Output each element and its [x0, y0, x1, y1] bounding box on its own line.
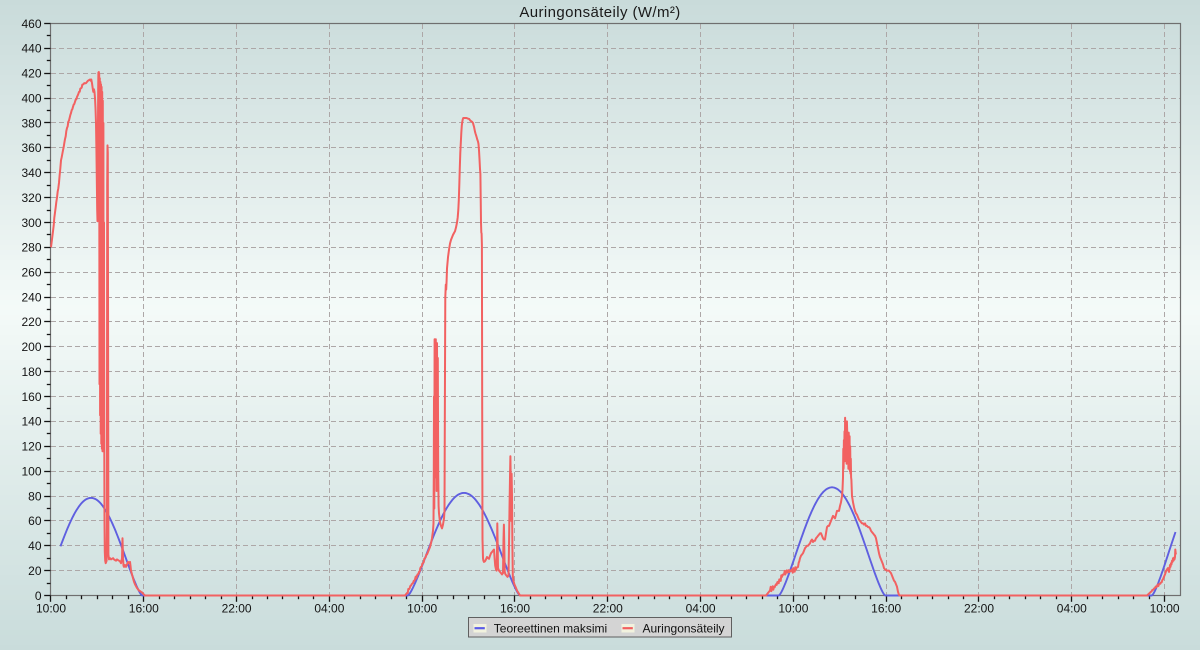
- svg-text:10:00: 10:00: [778, 601, 808, 615]
- svg-text:440: 440: [21, 42, 41, 56]
- svg-text:120: 120: [21, 440, 41, 454]
- svg-text:320: 320: [21, 191, 41, 205]
- svg-text:340: 340: [21, 166, 41, 180]
- svg-text:10:00: 10:00: [407, 601, 437, 615]
- svg-text:10:00: 10:00: [1150, 601, 1180, 615]
- svg-text:200: 200: [21, 340, 41, 354]
- svg-text:160: 160: [21, 390, 41, 404]
- svg-text:60: 60: [28, 514, 42, 528]
- svg-text:460: 460: [21, 17, 41, 31]
- svg-text:360: 360: [21, 141, 41, 155]
- svg-text:22:00: 22:00: [964, 601, 994, 615]
- svg-text:380: 380: [21, 116, 41, 130]
- svg-text:22:00: 22:00: [222, 601, 252, 615]
- svg-text:Auringonsäteily (W/m²): Auringonsäteily (W/m²): [519, 4, 680, 21]
- svg-text:16:00: 16:00: [129, 601, 159, 615]
- svg-text:04:00: 04:00: [314, 601, 344, 615]
- svg-text:04:00: 04:00: [686, 601, 716, 615]
- svg-text:10:00: 10:00: [36, 601, 66, 615]
- svg-text:300: 300: [21, 216, 41, 230]
- svg-text:260: 260: [21, 266, 41, 280]
- svg-text:40: 40: [28, 539, 42, 553]
- svg-text:240: 240: [21, 290, 41, 304]
- svg-text:22:00: 22:00: [593, 601, 623, 615]
- svg-text:140: 140: [21, 415, 41, 429]
- svg-text:Auringonsäteily: Auringonsäteily: [643, 622, 725, 636]
- svg-text:04:00: 04:00: [1057, 601, 1087, 615]
- svg-text:100: 100: [21, 465, 41, 479]
- svg-text:Teoreettinen maksimi: Teoreettinen maksimi: [494, 622, 607, 636]
- svg-text:280: 280: [21, 241, 41, 255]
- svg-text:220: 220: [21, 315, 41, 329]
- svg-text:16:00: 16:00: [871, 601, 901, 615]
- svg-text:420: 420: [21, 67, 41, 81]
- svg-text:80: 80: [28, 489, 42, 503]
- svg-text:0: 0: [35, 589, 42, 603]
- svg-text:16:00: 16:00: [500, 601, 530, 615]
- svg-text:400: 400: [21, 91, 41, 105]
- svg-text:20: 20: [28, 564, 42, 578]
- svg-text:180: 180: [21, 365, 41, 379]
